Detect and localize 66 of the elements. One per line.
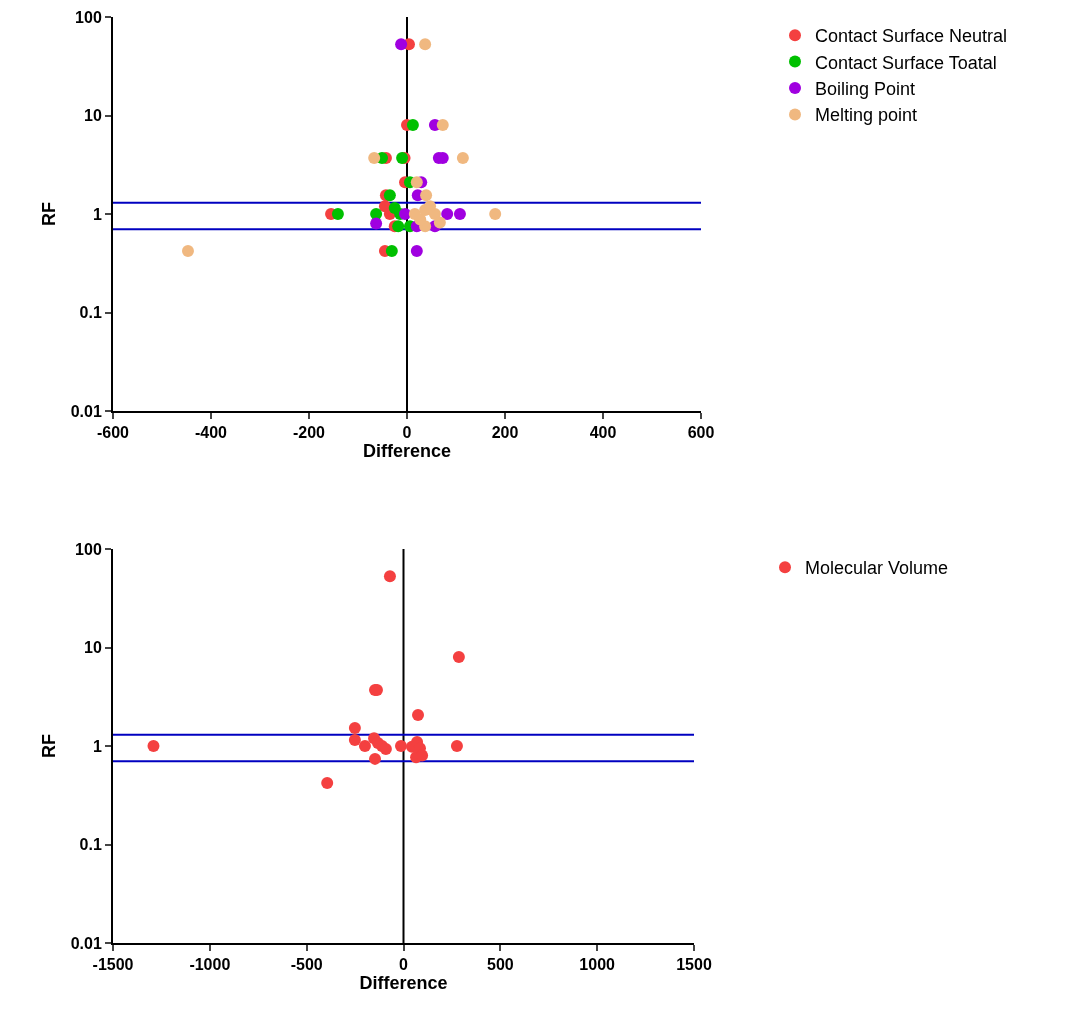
point — [395, 38, 408, 51]
point — [383, 189, 396, 202]
point — [412, 709, 425, 722]
y-tick-label: 0.1 — [79, 836, 102, 854]
y-tick-label: 100 — [75, 8, 102, 26]
point — [348, 734, 361, 747]
point — [414, 213, 427, 226]
point — [420, 189, 433, 202]
point — [368, 152, 381, 165]
x-tick-label: 200 — [491, 424, 519, 442]
legend-label: Contact Surface Neutral — [815, 26, 1008, 47]
x-tick-label: -500 — [290, 956, 323, 974]
y-tick-label: 0.01 — [70, 402, 102, 420]
point — [379, 743, 392, 756]
point — [441, 208, 454, 220]
point — [394, 740, 407, 752]
point — [456, 152, 469, 165]
point — [385, 245, 398, 258]
y-tick-label: 100 — [75, 540, 102, 558]
y-tick-label: 10 — [84, 107, 102, 125]
point — [331, 208, 344, 220]
legend-label: Boiling Point — [815, 79, 916, 100]
y-axis-title: RF — [39, 202, 60, 226]
point — [369, 752, 382, 765]
point — [392, 220, 405, 233]
point — [147, 740, 160, 752]
point — [452, 651, 465, 664]
point — [383, 570, 396, 583]
y-tick-label: 0.1 — [79, 304, 102, 322]
x-axis-title: Difference — [359, 973, 448, 994]
x-tick-label: -600 — [96, 424, 130, 442]
point — [450, 740, 463, 752]
x-tick-label: 1000 — [579, 956, 616, 974]
point — [370, 208, 383, 220]
x-tick-label: -1500 — [92, 956, 134, 974]
y-axis-title: RF — [39, 734, 60, 758]
point — [406, 119, 419, 132]
point — [489, 208, 502, 220]
point — [453, 208, 466, 220]
x-tick-label: -400 — [194, 424, 228, 442]
point — [358, 740, 371, 752]
point — [370, 217, 383, 230]
legend-label: Molecular Volume — [805, 558, 949, 579]
point — [433, 216, 446, 229]
x-tick-label: 400 — [589, 424, 617, 442]
x-axis-title: Difference — [362, 441, 452, 462]
y-tick-label: 1 — [92, 737, 102, 755]
legend-label: Melting point — [815, 105, 918, 126]
legend-label: Contact Surface Toatal — [815, 52, 997, 73]
x-tick-label: 0 — [399, 956, 409, 974]
point — [348, 722, 361, 735]
point — [321, 777, 334, 790]
x-tick-label: 600 — [687, 424, 715, 442]
x-tick-label: 1500 — [676, 956, 712, 974]
point — [181, 245, 194, 258]
x-tick-label: 0 — [402, 424, 412, 442]
x-tick-label: -1000 — [189, 956, 231, 974]
y-tick-label: 10 — [84, 639, 102, 657]
y-tick-label: 0.01 — [70, 934, 102, 952]
x-tick-label: -200 — [292, 424, 326, 442]
y-tick-label: 1 — [92, 205, 102, 223]
point — [419, 38, 432, 51]
point — [436, 119, 449, 132]
point — [410, 176, 423, 189]
point — [410, 245, 423, 258]
x-tick-label: 500 — [486, 956, 514, 974]
